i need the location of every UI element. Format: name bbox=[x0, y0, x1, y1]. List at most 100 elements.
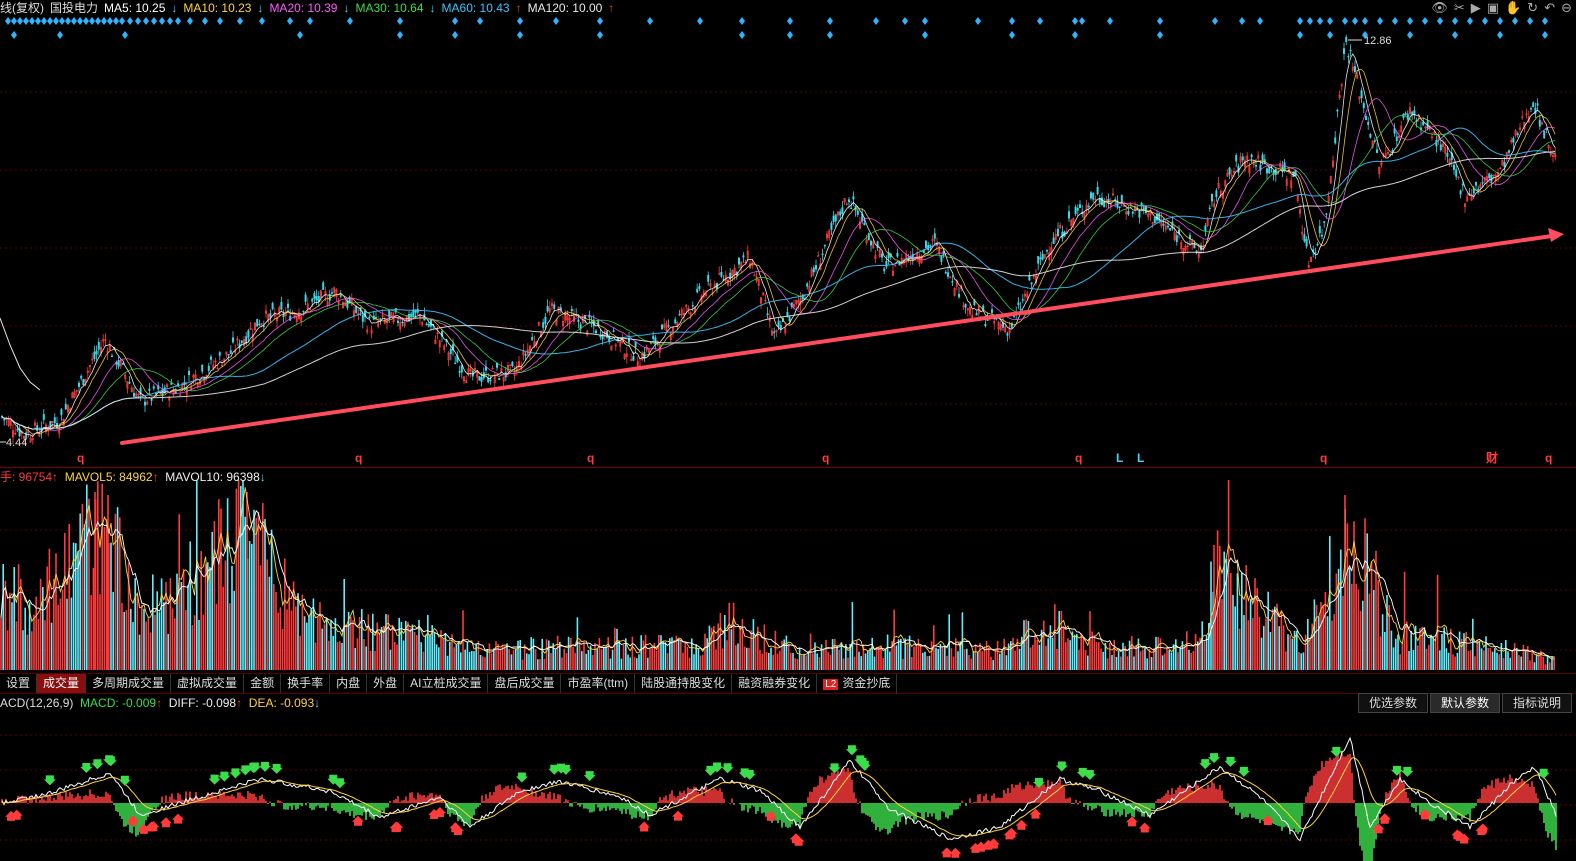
play-icon[interactable]: ▶ bbox=[1470, 0, 1481, 15]
candle-body bbox=[1096, 186, 1099, 195]
tab-13[interactable]: L2 资金抄底 bbox=[817, 674, 898, 694]
undo-icon[interactable]: ↶ bbox=[1544, 0, 1556, 15]
volume-bar bbox=[1401, 643, 1404, 670]
volume-bar bbox=[352, 620, 354, 670]
candle-body bbox=[1409, 107, 1412, 115]
candle-body bbox=[1043, 254, 1046, 259]
candle-body bbox=[841, 207, 844, 215]
volume-bar bbox=[178, 514, 180, 670]
volume-bar bbox=[1491, 651, 1494, 670]
volume-bar bbox=[724, 614, 726, 670]
candle-body bbox=[434, 339, 437, 344]
volume-bar bbox=[1423, 627, 1426, 670]
volume-bar bbox=[990, 656, 992, 670]
candle-body bbox=[271, 303, 274, 310]
candle-body bbox=[766, 313, 769, 316]
candle-body bbox=[91, 358, 94, 361]
sell-arrow-icon bbox=[118, 775, 131, 786]
volume-bar bbox=[2, 564, 4, 670]
tab-5[interactable]: 换手率 bbox=[281, 674, 331, 693]
volume-bar bbox=[193, 615, 196, 670]
candle-body bbox=[823, 244, 826, 247]
volume-bar bbox=[814, 642, 816, 670]
macd-param-button[interactable]: 指标说明 bbox=[1501, 693, 1572, 713]
tab-12[interactable]: 融资融券变化 bbox=[732, 674, 818, 693]
candle-body bbox=[1391, 150, 1394, 152]
sell-arrow-icon bbox=[208, 774, 221, 785]
volume-bar bbox=[660, 635, 662, 670]
macd-param-button[interactable]: 优选参数 bbox=[1357, 693, 1428, 713]
tab-0[interactable]: 设置 bbox=[0, 674, 38, 693]
volume-bar bbox=[1117, 650, 1120, 670]
volume-bar bbox=[1505, 640, 1507, 670]
tab-11[interactable]: 陆股通持股变化 bbox=[635, 674, 733, 693]
buy-arrow-icon bbox=[1378, 813, 1391, 824]
eye-icon[interactable]: 👁 bbox=[1431, 0, 1448, 15]
candle-body bbox=[421, 322, 424, 325]
tab-10[interactable]: 市盈率(ttm) bbox=[561, 674, 636, 693]
volume-bar bbox=[504, 646, 506, 670]
candle-body bbox=[1028, 275, 1031, 281]
candle-body bbox=[669, 333, 672, 340]
volume-bar bbox=[1480, 648, 1483, 670]
volume-bar bbox=[1461, 638, 1463, 670]
scissors-icon[interactable]: ✂ bbox=[1453, 0, 1465, 15]
volume-bar bbox=[424, 634, 427, 670]
buy-arrow-icon bbox=[172, 813, 185, 824]
candle-body bbox=[1233, 171, 1236, 173]
tab-7[interactable]: 外盘 bbox=[367, 674, 405, 693]
volume-bar bbox=[1186, 631, 1188, 670]
candle-body bbox=[168, 397, 171, 401]
volume-bar bbox=[570, 637, 572, 670]
rotate-icon[interactable]: ↻ bbox=[1527, 0, 1539, 15]
volume-bar bbox=[1197, 641, 1199, 670]
buy-arrow-icon bbox=[390, 821, 403, 832]
volume-bar bbox=[1027, 621, 1030, 670]
volume-bar bbox=[792, 653, 794, 670]
tab-3[interactable]: 虚拟成交量 bbox=[171, 674, 245, 693]
volume-bar bbox=[1093, 635, 1096, 670]
signal-diamond bbox=[217, 17, 223, 25]
volume-bar bbox=[831, 639, 834, 670]
volume-bar bbox=[501, 644, 504, 670]
volume-bar bbox=[477, 641, 480, 670]
volume-bar bbox=[1458, 631, 1461, 670]
volume-bar bbox=[1531, 651, 1533, 670]
volume-bar bbox=[1377, 580, 1379, 670]
minus-icon[interactable]: ⊖ bbox=[1561, 0, 1572, 15]
volume-bar bbox=[757, 626, 759, 670]
volume-bar bbox=[565, 653, 568, 670]
volume-bar bbox=[1553, 656, 1555, 670]
volume-bar bbox=[622, 644, 625, 670]
volume-bar bbox=[1472, 618, 1474, 670]
hand-icon[interactable]: ✋ bbox=[1505, 0, 1522, 15]
sell-arrow-icon bbox=[91, 759, 104, 770]
volume-bar bbox=[730, 629, 733, 670]
tab-6[interactable]: 内盘 bbox=[330, 674, 368, 693]
candle-body bbox=[1037, 256, 1040, 264]
volume-bar bbox=[440, 630, 442, 670]
candle-body bbox=[135, 393, 138, 398]
candle-body bbox=[75, 389, 78, 392]
clipboard-icon[interactable]: ▣ bbox=[1486, 0, 1500, 15]
tab-2[interactable]: 多周期成交量 bbox=[86, 674, 172, 693]
sell-arrow-icon bbox=[828, 763, 841, 774]
volume-bar bbox=[244, 516, 246, 670]
volume-bar bbox=[781, 640, 783, 670]
macd-param-button[interactable]: 默认参数 bbox=[1429, 693, 1500, 713]
volume-bar bbox=[640, 635, 642, 670]
tab-9[interactable]: 盘后成交量 bbox=[488, 674, 562, 693]
volume-bar bbox=[1194, 634, 1197, 670]
volume-bar bbox=[1034, 634, 1036, 670]
tab-1[interactable]: 成交量 bbox=[37, 674, 87, 693]
tab-4[interactable]: 金额 bbox=[244, 674, 282, 693]
volume-bar bbox=[768, 652, 770, 670]
volume-bar bbox=[1390, 630, 1393, 670]
volume-bar bbox=[686, 646, 689, 670]
volume-bar bbox=[64, 532, 66, 670]
tab-8[interactable]: AI立桩成交量 bbox=[404, 674, 489, 693]
volume-bar bbox=[1144, 647, 1146, 670]
volume-bar bbox=[1313, 599, 1316, 670]
volume-bar bbox=[39, 578, 42, 670]
